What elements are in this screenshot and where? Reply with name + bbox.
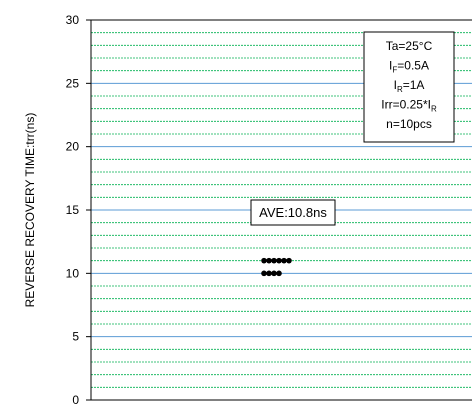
data-point [266, 257, 272, 264]
conditions-box: Ta=25°C IF=0.5A IR=1A Irr=0.25*IR n=10pcs [363, 31, 455, 143]
average-label: AVE:10.8ns [259, 205, 327, 220]
data-point [266, 270, 272, 277]
condition-line: Ta=25°C [386, 39, 433, 53]
data-point [276, 270, 282, 277]
condition-line: IR=1A [394, 78, 425, 94]
data-point [286, 257, 292, 264]
data-point [271, 270, 277, 277]
data-point [281, 257, 287, 264]
average-box-frame [250, 199, 336, 226]
y-tick-label: 15 [66, 203, 80, 217]
data-point [261, 270, 267, 277]
y-tick-label: 10 [66, 266, 80, 280]
data-point [261, 257, 267, 264]
condition-line: IF=0.5A [389, 59, 429, 75]
y-tick-label: 30 [66, 13, 80, 27]
minor-gridlines [91, 32, 472, 388]
y-tick-label: 20 [66, 140, 80, 154]
condition-line: n=10pcs [386, 117, 432, 131]
y-axis-label: REVERSE RECOVERY TIME:trr(ns) [23, 113, 37, 308]
data-point [276, 257, 282, 264]
conditions-box-frame [363, 31, 455, 143]
y-axis-ticks: 0 5 10 15 20 25 30 [66, 13, 91, 407]
condition-line: Irr=0.25*IR [381, 98, 437, 114]
y-tick-label: 0 [72, 393, 79, 407]
y-tick-label: 25 [66, 76, 80, 90]
average-box: AVE:10.8ns [250, 199, 336, 226]
y-tick-label: 5 [72, 330, 79, 344]
data-points [261, 257, 292, 277]
data-point [271, 257, 277, 264]
